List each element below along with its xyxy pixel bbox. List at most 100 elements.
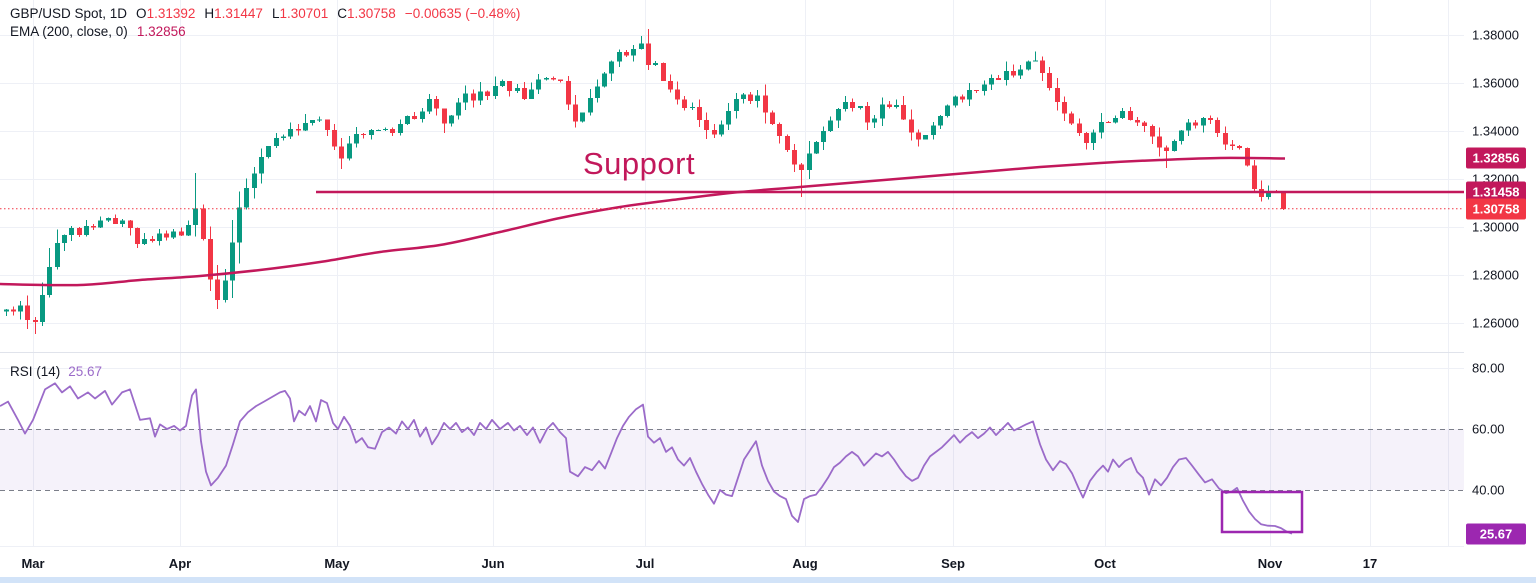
candle (62, 234, 67, 243)
candle (208, 238, 213, 280)
candle (77, 227, 82, 235)
support-annotation[interactable]: Support (583, 146, 696, 181)
candle (989, 78, 994, 85)
candle (807, 153, 812, 171)
candle (865, 106, 870, 123)
candle (814, 142, 819, 154)
candle (1237, 146, 1242, 148)
candle (938, 115, 943, 126)
candle (828, 120, 833, 131)
candle (1040, 60, 1045, 73)
candle (931, 125, 936, 136)
price-badge: 1.30758 (1466, 198, 1526, 220)
candle (1077, 123, 1082, 133)
candle (609, 61, 614, 74)
candle (11, 309, 16, 312)
rsi-badge: 25.67 (1466, 523, 1526, 545)
ema-indicator-label[interactable]: EMA (200, close, 0) (10, 24, 128, 39)
candle (1026, 61, 1031, 70)
candle (106, 217, 111, 221)
candle (1128, 111, 1133, 120)
candle (252, 173, 257, 188)
candle (1245, 147, 1250, 166)
candle (303, 122, 308, 131)
candle (639, 43, 644, 50)
timeline-bar[interactable] (0, 577, 1536, 583)
rsi-highlight-box[interactable] (1220, 490, 1304, 534)
candle (55, 242, 60, 267)
candle (682, 99, 687, 108)
candle (442, 108, 447, 124)
ema-200-line[interactable] (0, 156, 1286, 287)
candle (230, 242, 235, 281)
candle (821, 130, 826, 143)
candle (463, 93, 468, 103)
candle (1055, 87, 1060, 103)
rsi-tick-label: 60.00 (1472, 421, 1505, 437)
candle (704, 120, 709, 131)
candle (223, 280, 228, 300)
candle (777, 124, 782, 136)
candle (1223, 133, 1228, 145)
rsi-indicator-label[interactable]: RSI (14) 25.67 (10, 364, 102, 379)
candle (332, 129, 337, 147)
candle (493, 85, 498, 96)
candle (150, 238, 155, 242)
candle (1091, 132, 1096, 143)
candle (1208, 118, 1213, 121)
candle (1106, 122, 1111, 123)
candle (1157, 136, 1162, 148)
time-tick-label: Sep (941, 556, 965, 571)
candle (646, 43, 651, 65)
candle (945, 105, 950, 116)
ohlc-c-value: C 1.30758 (337, 6, 396, 21)
candle (588, 98, 593, 113)
pane-separator[interactable] (0, 352, 1536, 353)
candle (157, 233, 162, 242)
candle (748, 94, 753, 101)
candle (1062, 102, 1067, 114)
candle (186, 225, 191, 236)
candle (1099, 122, 1104, 133)
candle (69, 227, 74, 235)
time-axis[interactable]: Mar Apr May Jun Jul Aug Sep Oct Nov 17 (0, 546, 1536, 578)
candle (741, 94, 746, 100)
candle (1252, 165, 1257, 190)
candle (887, 104, 892, 108)
ohlc-h-value: H 1.31447 (204, 6, 263, 21)
rsi-line[interactable] (0, 382, 1293, 535)
candle (843, 101, 848, 110)
price-axis[interactable]: 1.38000 1.36000 1.34000 1.32000 1.30000 1.280… (1464, 0, 1536, 577)
time-tick-label: Aug (792, 556, 818, 571)
rsi-band (0, 429, 1464, 491)
candle (244, 187, 249, 208)
symbol-title[interactable]: GBP/USD Spot, 1D (10, 6, 128, 21)
candle (347, 143, 352, 159)
candle (25, 305, 30, 321)
ohlc-values: O 1.31392 H 1.31447 L 1.30701 C 1.30758 (136, 6, 396, 21)
candle (967, 90, 972, 100)
candle (909, 119, 914, 133)
candle (1150, 126, 1155, 137)
candle (434, 99, 439, 109)
candle (529, 89, 534, 99)
candle (281, 136, 286, 138)
time-tick-label: Apr (168, 556, 192, 571)
candle (507, 81, 512, 92)
candle (471, 93, 476, 101)
candle (894, 104, 899, 108)
candle (858, 106, 863, 108)
candle (310, 120, 315, 123)
candle (960, 96, 965, 100)
candle (296, 128, 301, 131)
candle (40, 294, 45, 323)
candle (880, 104, 885, 119)
candle (872, 118, 877, 123)
time-tick-label: Jun (481, 556, 505, 571)
candle (734, 99, 739, 111)
candle (675, 89, 680, 100)
candle (690, 106, 695, 108)
candle (1201, 118, 1206, 126)
